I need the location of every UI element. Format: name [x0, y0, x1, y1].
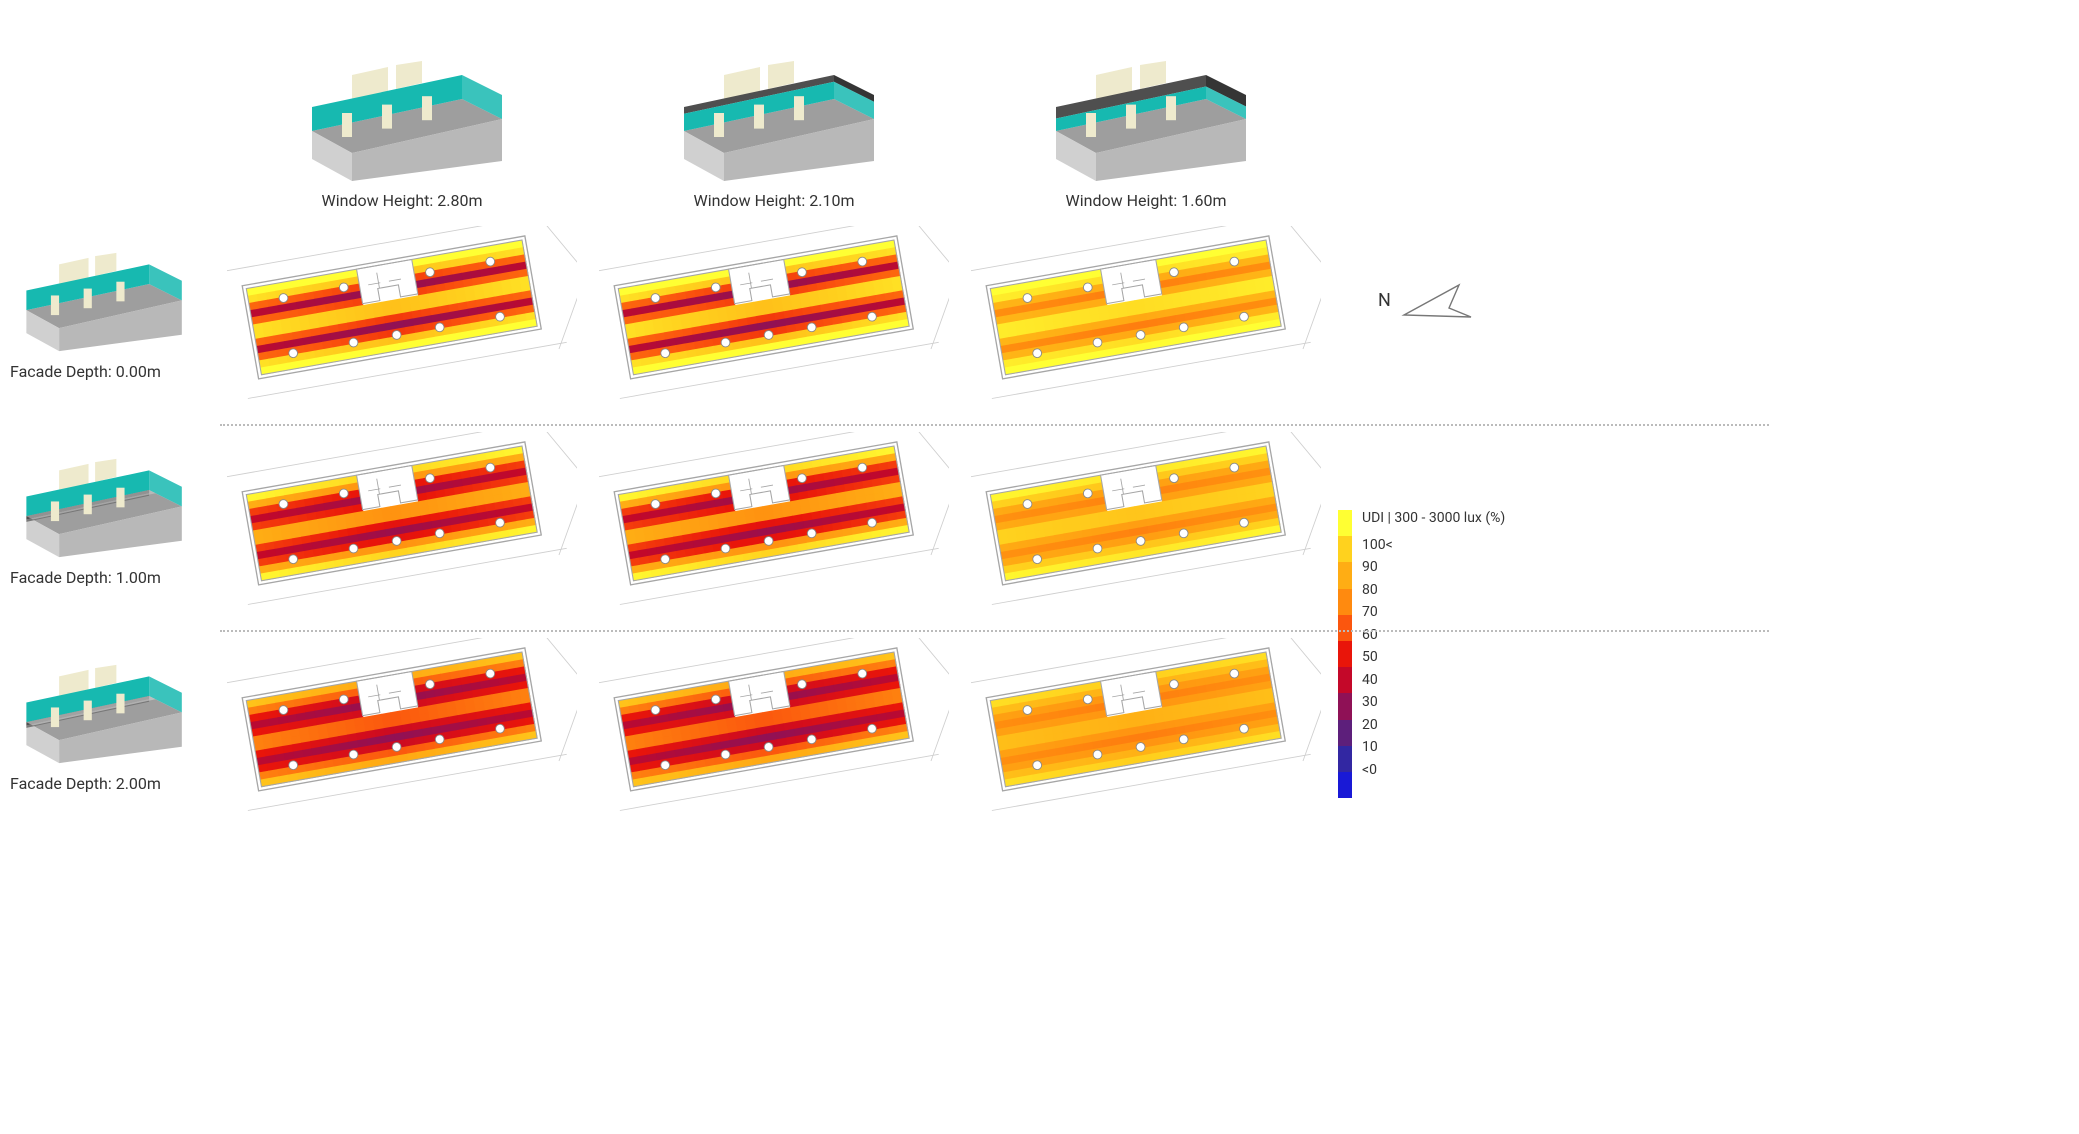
col-header-2: Window Height: 2.10m	[594, 10, 954, 210]
plan-r3-c3	[966, 628, 1326, 828]
matrix-grid: Window Height: 2.80m Window Height: 2.10…	[10, 10, 2069, 828]
row-header-3: Facade Depth: 2.00m	[10, 628, 210, 828]
row-thumb-3	[10, 664, 190, 764]
plan-r1-c2	[594, 216, 954, 416]
plan-r1-c1	[222, 216, 582, 416]
divider-1	[220, 424, 1769, 426]
col-caption-2: Window Height: 2.10m	[694, 191, 855, 210]
col-thumb-2	[664, 61, 884, 181]
row-caption-1: Facade Depth: 0.00m	[10, 362, 161, 381]
row-thumb-1	[10, 252, 190, 352]
row-caption-2: Facade Depth: 1.00m	[10, 568, 161, 587]
plan-r2-c2	[594, 422, 954, 622]
plan-r3-c2	[594, 628, 954, 828]
col-thumb-3	[1036, 61, 1256, 181]
row-caption-3: Facade Depth: 2.00m	[10, 774, 161, 793]
legend: UDI | 300 - 3000 lux (%) 100<90807060504…	[1338, 510, 1505, 798]
plan-r1-c3	[966, 216, 1326, 416]
col-caption-3: Window Height: 1.60m	[1066, 191, 1227, 210]
north-label: N	[1378, 290, 1391, 311]
col-header-1: Window Height: 2.80m	[222, 10, 582, 210]
side-column: N UDI | 300 - 3000 lux (%) 100<908070605…	[1338, 10, 1598, 828]
col-header-3: Window Height: 1.60m	[966, 10, 1326, 210]
legend-labels: UDI | 300 - 3000 lux (%) 100<90807060504…	[1362, 510, 1505, 778]
row-header-2: Facade Depth: 1.00m	[10, 422, 210, 622]
col-caption-1: Window Height: 2.80m	[322, 191, 483, 210]
corner-empty	[10, 10, 210, 210]
row-thumb-2	[10, 458, 190, 558]
north-indicator: N	[1378, 270, 1479, 330]
divider-2	[220, 630, 1769, 632]
row-header-1: Facade Depth: 0.00m	[10, 216, 210, 416]
north-arrow-icon	[1399, 270, 1479, 330]
plan-r3-c1	[222, 628, 582, 828]
legend-title: UDI | 300 - 3000 lux (%)	[1362, 510, 1505, 526]
plan-r2-c3	[966, 422, 1326, 622]
legend-colorbar	[1338, 510, 1352, 798]
col-thumb-1	[292, 61, 512, 181]
plan-r2-c1	[222, 422, 582, 622]
